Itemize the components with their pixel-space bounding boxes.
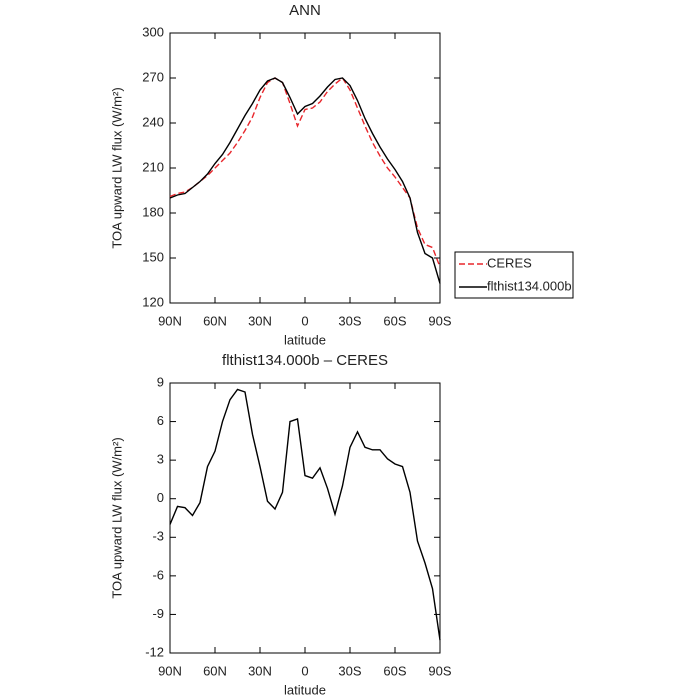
y-tick-label: -12 [145,644,164,659]
x-tick-label: 60S [383,663,406,678]
y-tick-label: 270 [142,69,164,84]
y-tick-label: 240 [142,114,164,129]
y-tick-label: 6 [157,413,164,428]
chart-title: flthist134.000b – CERES [222,352,388,369]
y-tick-label: 0 [157,490,164,505]
legend-label: CERES [487,255,532,270]
y-axis-label: TOA upward LW flux (W/m²) [109,87,124,248]
data-line [169,76,441,268]
x-tick-label: 90N [158,313,182,328]
y-tick-label: 150 [142,249,164,264]
y-tick-label: 3 [157,452,164,467]
x-axis-label: latitude [284,682,326,697]
y-tick-label: -3 [152,529,164,544]
y-tick-label: -6 [152,567,164,582]
chart-title: ANN [289,2,321,19]
x-tick-label: 0 [301,313,308,328]
x-tick-label: 60N [203,663,227,678]
y-tick-label: -9 [152,606,164,621]
x-tick-label: 30S [338,313,361,328]
y-axis-label: TOA upward LW flux (W/m²) [109,437,124,598]
y-tick-label: 120 [142,294,164,309]
x-tick-label: 0 [301,663,308,678]
x-tick-label: 30N [248,313,272,328]
x-tick-label: 60S [383,313,406,328]
y-tick-label: 9 [157,374,164,389]
x-tick-label: 30N [248,663,272,678]
data-line [169,77,441,284]
legend-label: flthist134.000b [487,278,572,293]
x-tick-label: 90S [428,313,451,328]
y-tick-label: 300 [142,24,164,39]
legend-box [454,251,574,299]
x-tick-label: 60N [203,313,227,328]
y-tick-label: 180 [142,204,164,219]
x-tick-label: 90N [158,663,182,678]
data-line [169,388,441,641]
y-tick-label: 210 [142,159,164,174]
x-axis-label: latitude [284,332,326,347]
x-tick-label: 30S [338,663,361,678]
plot-frame [169,32,441,304]
x-tick-label: 90S [428,663,451,678]
plot-frame [169,382,441,654]
